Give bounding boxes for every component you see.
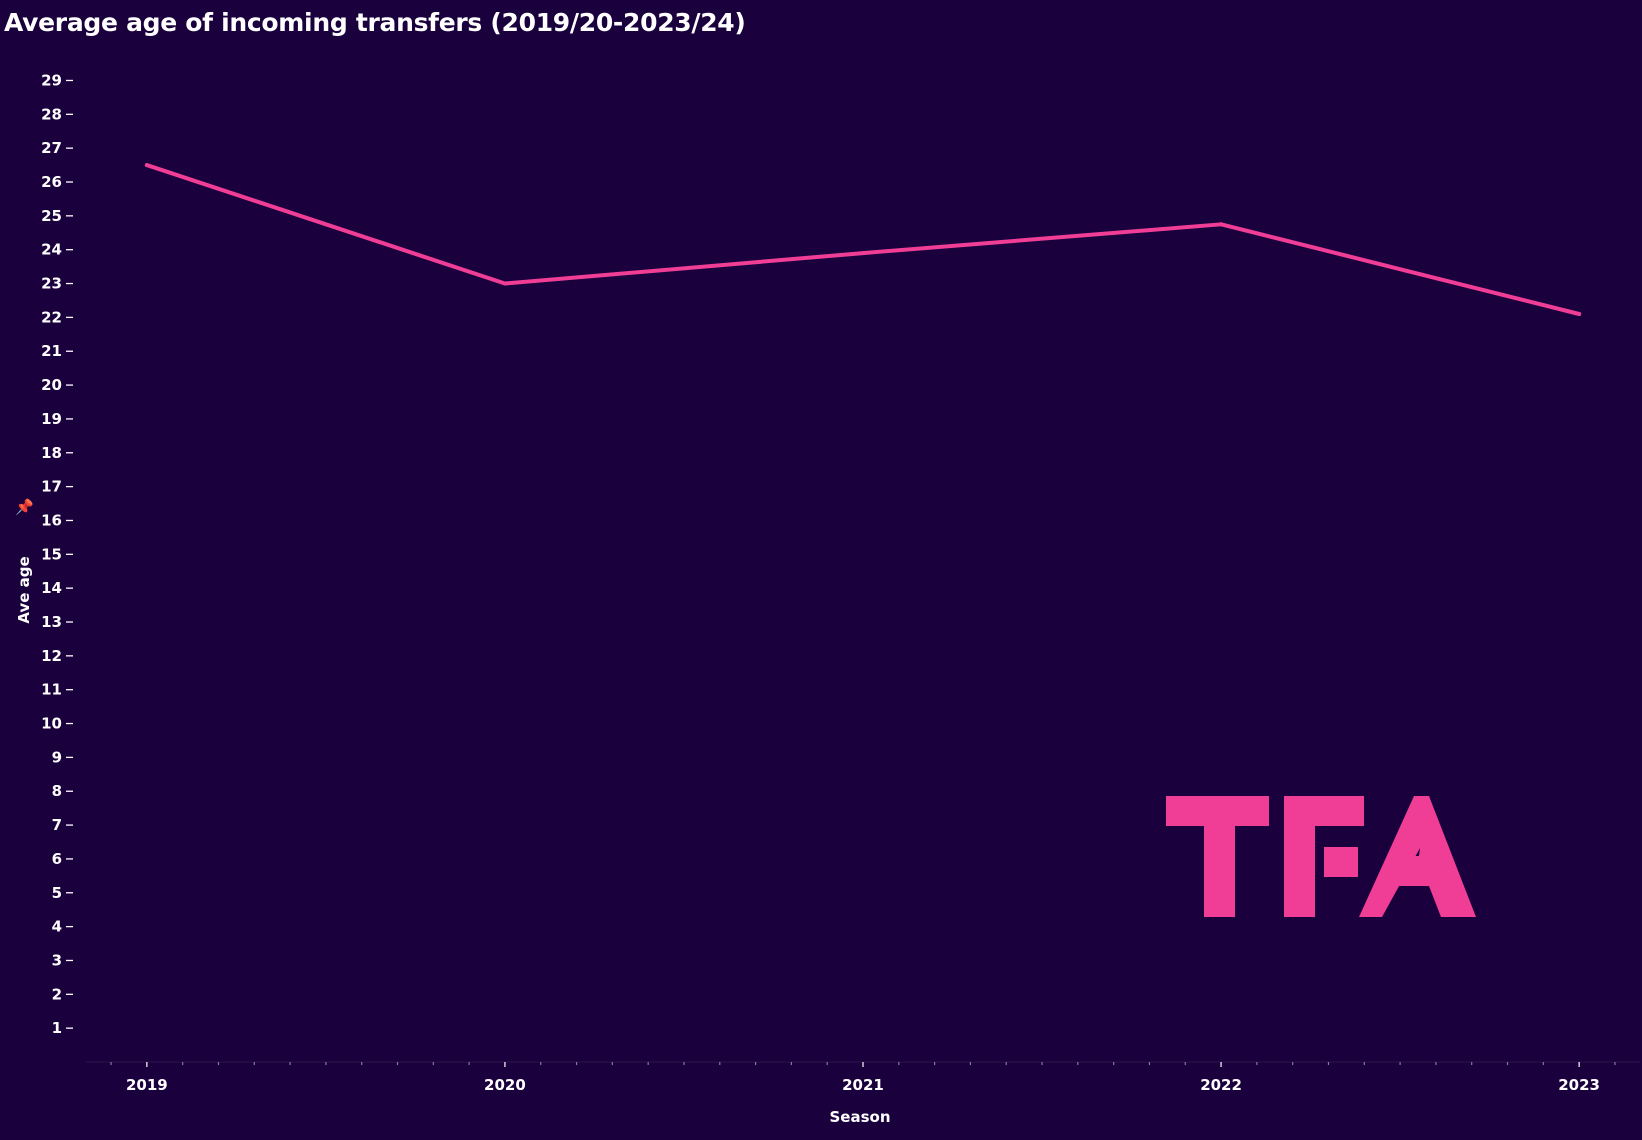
y-tick-label: 17	[41, 478, 62, 496]
y-tick-label: 14	[41, 579, 62, 597]
y-tick-label: 20	[41, 376, 62, 394]
x-tick-label: 2023	[1558, 1076, 1600, 1094]
y-tick-label: 26	[41, 173, 62, 191]
chart-title: Average age of incoming transfers (2019/…	[4, 8, 746, 37]
y-tick-label: 7	[52, 816, 62, 834]
y-tick-label: 23	[41, 275, 62, 293]
y-tick-label: 21	[41, 342, 62, 360]
y-tick-label: 10	[41, 715, 62, 733]
y-tick-label: 12	[41, 647, 62, 665]
series-layer	[144, 163, 1582, 316]
y-tick-label: 25	[41, 207, 62, 225]
y-tick-label: 15	[41, 545, 62, 563]
pin-icon[interactable]: 📌	[15, 498, 34, 516]
x-tick-label: 2022	[1200, 1076, 1242, 1094]
x-axis: 2019 2020 2021 2022 2023	[86, 1061, 1640, 1094]
y-tick-label: 6	[52, 850, 62, 868]
x-tick-label: 2020	[484, 1076, 526, 1094]
y-tick-label: 5	[52, 884, 62, 902]
y-tick-label: 2	[52, 985, 62, 1003]
series-line[interactable]	[144, 163, 1582, 316]
y-axis: 1234567891011121314151617181920212223242…	[41, 71, 73, 1037]
y-tick-label: 13	[41, 613, 62, 631]
y-tick-label: 24	[41, 241, 62, 259]
data-point[interactable]	[861, 251, 865, 256]
x-tick-label: 2019	[126, 1076, 168, 1094]
y-tick-label: 28	[41, 105, 62, 123]
data-point[interactable]	[1577, 312, 1582, 316]
y-tick-label: 9	[52, 748, 62, 766]
y-tick-label: 29	[41, 71, 62, 89]
y-tick-label: 3	[52, 951, 62, 969]
y-tick-label: 4	[52, 918, 62, 936]
y-tick-label: 27	[41, 139, 62, 157]
data-point[interactable]	[502, 281, 507, 286]
y-tick-label: 18	[41, 444, 62, 462]
y-tick-label: 11	[41, 681, 62, 699]
y-tick-label: 8	[52, 782, 62, 800]
y-tick-label: 19	[41, 410, 62, 428]
tfa-logo	[1166, 796, 1476, 917]
y-tick-label: 1	[52, 1019, 62, 1037]
data-point[interactable]	[1219, 222, 1224, 227]
x-tick-label: 2021	[842, 1076, 884, 1094]
y-tick-label: 22	[41, 308, 62, 326]
x-axis-label: Season	[829, 1108, 891, 1126]
y-tick-label: 16	[41, 511, 62, 529]
data-point[interactable]	[144, 163, 149, 168]
